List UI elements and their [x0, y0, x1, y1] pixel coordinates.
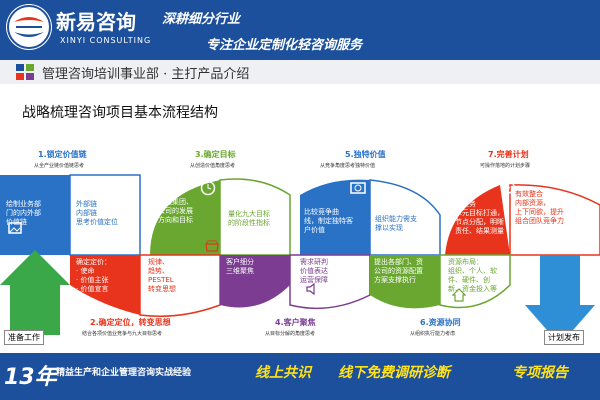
- step-7-subtitle: 可操作落地的计划步骤: [480, 163, 531, 169]
- step-4-block-2: 需求研判 价值表达 运营保障: [300, 258, 328, 284]
- grid-icon: [16, 64, 34, 80]
- store-icon: [205, 240, 219, 252]
- step-4-subtitle: 从目标分解的角度思考: [265, 331, 316, 337]
- arrow-up-icon: [0, 250, 70, 335]
- camera-icon: [350, 182, 366, 194]
- experience-text: 精益生产和企业管理咨询实战经验: [56, 368, 192, 378]
- step-4-bottom-block: [220, 255, 290, 308]
- stopwatch-icon: [501, 178, 515, 194]
- step-3-top-block: [150, 180, 220, 255]
- step-5-top-block: [300, 179, 370, 255]
- step-2-bottom-light: [139, 254, 221, 317]
- step-7-top-light: [509, 184, 600, 256]
- step-6-bottom-block: [370, 255, 440, 309]
- step-3-block-2: 量化九大目标 的阶段性指标: [228, 210, 270, 227]
- special-report-link[interactable]: 专项报告: [512, 365, 568, 381]
- step-6-title: 6.资源协同: [420, 318, 461, 327]
- step-1-title: 1.锁定价值链: [38, 150, 87, 159]
- logo-icon: [6, 4, 52, 50]
- step-6-bottom-light: [439, 254, 511, 309]
- speaker-icon: [306, 282, 315, 296]
- step-4-block-1: 客户细分 三维聚焦: [226, 258, 254, 275]
- years-badge: 13年: [4, 365, 57, 390]
- step-3-block-1: 对透集团、 公司的发展 方向和目标: [158, 198, 193, 224]
- bottom-banner: 13年 精益生产和企业管理咨询实战经验 线上共识 线下免费调研诊断 专项报告: [0, 353, 600, 400]
- step-1-block-1: 绘制业务部 门的内外部 价值链: [6, 200, 41, 226]
- subtitle-text: 管理咨询培训事业部 · 主打产品介绍: [42, 67, 250, 82]
- brand-english: XINYI CONSULTING: [60, 36, 152, 45]
- subtitle-bar: 管理咨询培训事业部 · 主打产品介绍: [0, 60, 600, 84]
- slogan-line-1: 深耕细分行业: [162, 12, 241, 27]
- diagram-title: 战略梳理咨询项目基本流程结构: [22, 105, 218, 121]
- arrow-down-icon: [525, 255, 595, 345]
- step-2-bottom-block: [70, 255, 140, 315]
- online-consensus-link[interactable]: 线上共识: [255, 365, 311, 381]
- step-1-block-2: 外部链 内部链 思考价值定位: [76, 200, 118, 226]
- step-1-subtitle: 从全产业链价值链思考: [34, 163, 85, 169]
- step-7-title: 7.完善计划: [488, 150, 529, 159]
- step-6-block-1: 提出各部门、资 公司的资源配置 方案支撑执行: [374, 258, 423, 284]
- step-3-top-light: [219, 178, 291, 256]
- right-label-release: 计划发布: [544, 330, 584, 345]
- step-7-block-2: 有效整合 内部资源， 上下同欲，提升 组合团队竞争力: [515, 190, 564, 225]
- step-5-top-light: [369, 179, 441, 256]
- left-label-prep: 准备工作: [4, 330, 44, 345]
- step-6-subtitle: 从组织执行能力考虑: [410, 331, 456, 337]
- step-5-subtitle: 从竞争角度思考独特价值: [320, 163, 376, 169]
- step-3-subtitle: 从创造价值角度思考: [190, 163, 236, 169]
- step-4-title: 4.客户聚焦: [275, 318, 316, 327]
- step-1-top-block: [0, 175, 70, 255]
- image-icon: [8, 222, 22, 234]
- slogan-line-2: 专注企业定制化轻咨询服务: [206, 38, 363, 53]
- offline-diagnosis-link[interactable]: 线下免费调研诊断: [338, 365, 450, 381]
- step-6-block-2: 资源布局： 组织、个人、软 件、硬件、创 新、资金投入等: [448, 258, 497, 293]
- process-diagram: [0, 174, 600, 345]
- step-2-subtitle: 结合各项价值业竞争与九大目标思考: [82, 331, 163, 337]
- home-icon: [452, 288, 466, 302]
- step-5-block-2: 组织能力需支 撑以实现: [375, 215, 417, 232]
- step-3-title: 3.确定目标: [195, 150, 236, 159]
- clock-icon: [200, 180, 216, 196]
- brand-name: 新易咨询: [56, 10, 136, 34]
- step-2-title: 2.确定定位，转变思想: [90, 318, 171, 327]
- step-7-top-block: [445, 185, 510, 255]
- header-banner: 新易咨询 XINYI CONSULTING 深耕细分行业 专注企业定制化轻咨询服…: [0, 0, 600, 60]
- step-5-title: 5.独特价值: [345, 150, 386, 159]
- step-2-block-1: 确定定价： · 使命 · 价值主张 · 价值宣言: [76, 258, 111, 293]
- step-2-block-2: 规律、 趋势、 PESTEL 转变思想: [148, 258, 176, 293]
- step-7-block-1: 总业务 单元目标打通， 节点分配，明晰 责任、结果测量: [455, 200, 504, 235]
- step-4-bottom-light: [289, 254, 371, 310]
- step-5-block-1: 比较竞争曲 线，制定独特客 户价值: [304, 208, 353, 234]
